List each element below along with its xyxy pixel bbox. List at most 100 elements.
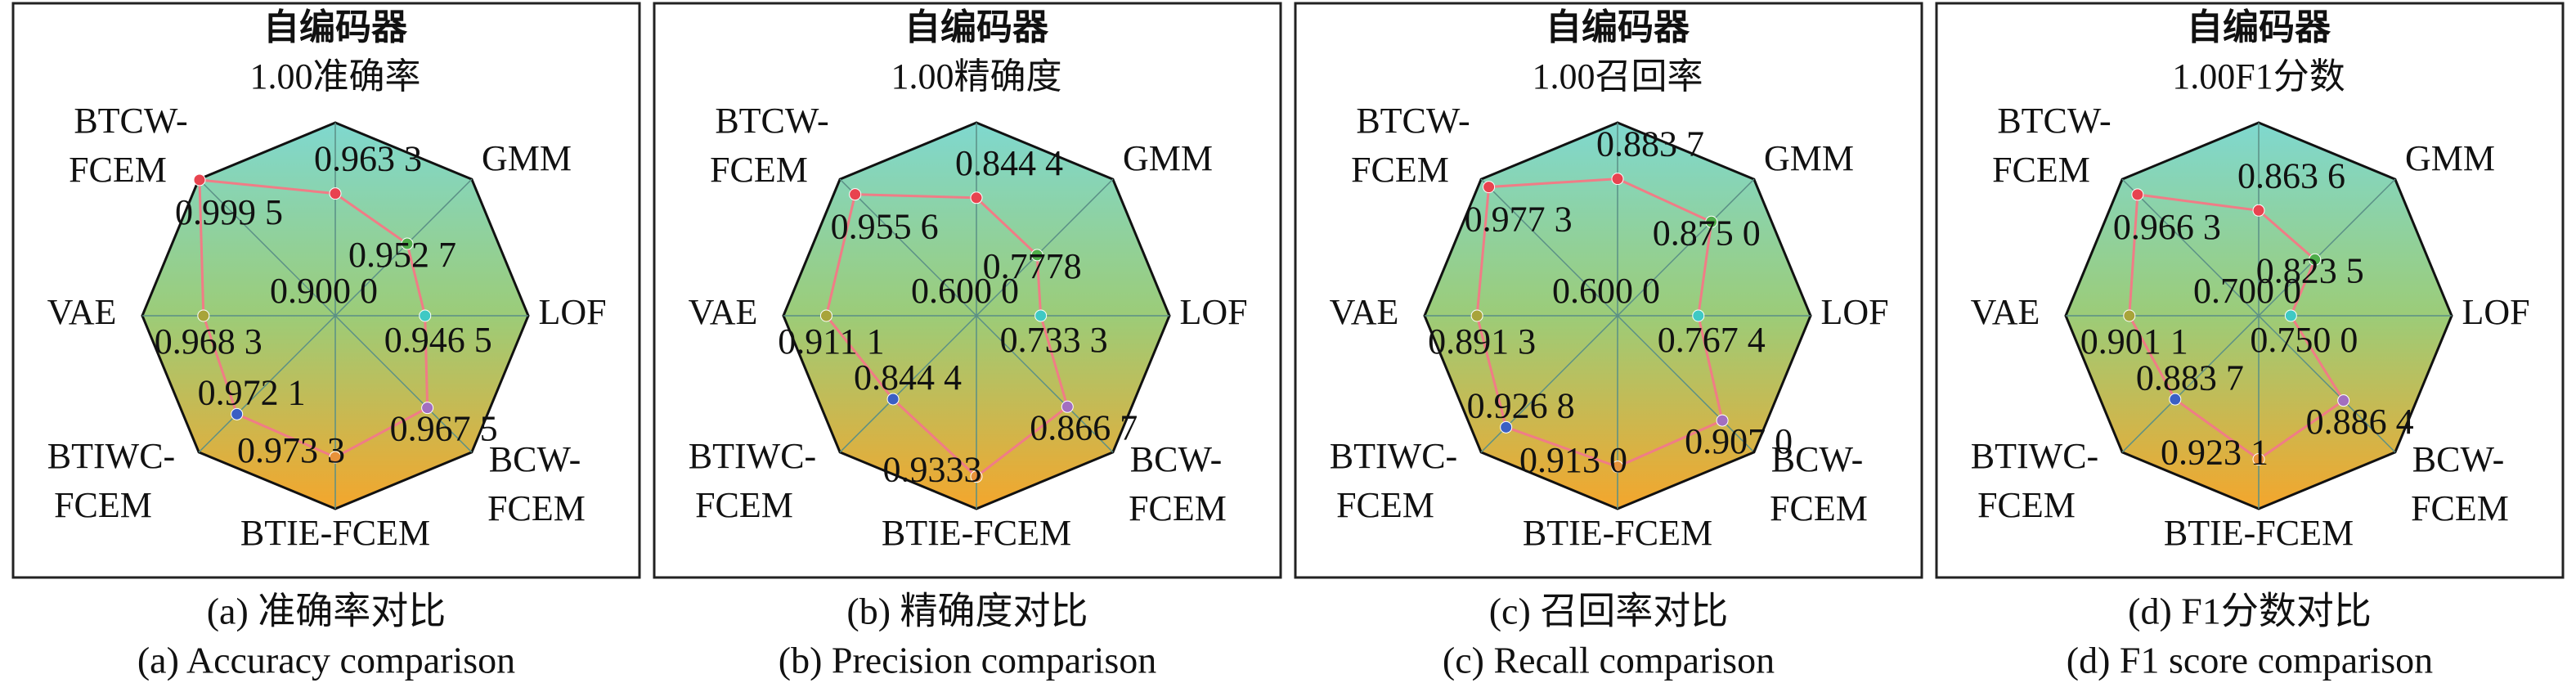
data-point <box>2252 453 2265 466</box>
axis-label: VAE <box>1330 292 1399 332</box>
value-label: 0.891 3 <box>1428 321 1536 362</box>
axis-label: BCW- FCEM <box>1129 439 1227 528</box>
axis-spoke <box>1617 178 1755 317</box>
value-label: 0.844 4 <box>854 357 962 398</box>
axis-label-line: FCEM <box>487 488 586 528</box>
axis-label-line: BCW- <box>489 439 581 479</box>
panel-frame <box>1294 2 1923 579</box>
r-tick-label: 0.600 0 <box>1552 271 1660 311</box>
axis-label: LOF <box>538 292 606 332</box>
axis-spoke <box>976 178 1114 317</box>
axis-label-line: BTCW- <box>74 101 187 141</box>
value-label: 0.875 0 <box>1653 213 1761 253</box>
caption-en: (c) Recall comparison <box>1443 640 1775 681</box>
caption-cn: (c) 召回率对比 <box>1489 591 1729 632</box>
data-point <box>2123 309 2136 322</box>
axis-label: 自编码器 <box>904 7 1049 47</box>
axis-label-line: FCEM <box>1336 485 1434 525</box>
axis-label-line: BCW- <box>1771 439 1863 479</box>
data-point <box>1716 414 1729 427</box>
value-label: 0.911 1 <box>778 321 884 362</box>
value-label: 0.963 3 <box>314 139 422 179</box>
data-point <box>970 191 983 204</box>
data-point <box>197 309 210 322</box>
axis-label: BTCW- FCEM <box>710 101 829 190</box>
axis-spoke <box>198 315 336 453</box>
data-point <box>2309 253 2322 266</box>
data-point <box>819 309 832 322</box>
data-point <box>329 187 342 200</box>
axis-label: GMM <box>1123 138 1213 178</box>
radar-panel: 0.844 4 0.7778 0.733 3 0.866 7 0.9333 0.844 4… <box>653 2 1282 681</box>
value-label: 0.883 7 <box>1596 124 1704 164</box>
axis-label: BTIWC- FCEM <box>47 436 175 525</box>
data-point <box>231 407 244 420</box>
caption-cn: (b) 精确度对比 <box>846 591 1088 632</box>
data-point <box>2131 188 2144 201</box>
axis-label: LOF <box>2462 292 2529 332</box>
data-point <box>849 188 862 201</box>
axis-label: VAE <box>1971 292 2040 332</box>
caption-cn: (a) 准确率对比 <box>207 591 447 632</box>
axis-label: GMM <box>1764 138 1854 178</box>
radar-panel: 0.963 3 0.952 7 0.946 5 0.967 5 0.973 3 0.972… <box>11 2 641 681</box>
r-tick-label: 1.00 <box>1533 56 1595 97</box>
r-tick-label: 1.00 <box>250 56 313 97</box>
axis-label: 自编码器 <box>263 7 408 47</box>
axis-label-line: FCEM <box>54 485 152 525</box>
value-label: 0.913 0 <box>1519 440 1627 480</box>
axis-label: LOF <box>1179 292 1247 332</box>
axis-label-line: FCEM <box>1992 150 2090 190</box>
value-label: 0.767 4 <box>1658 320 1766 360</box>
axis-label: BCW- FCEM <box>487 439 586 528</box>
data-point <box>421 402 434 415</box>
value-label: 0.823 5 <box>2256 250 2364 290</box>
panel-frame <box>11 2 641 579</box>
data-point <box>1030 249 1043 262</box>
axis-label: VAE <box>47 292 117 332</box>
axis-label-line: FCEM <box>69 150 167 190</box>
value-label: 0.923 1 <box>2161 433 2269 473</box>
axis-label: GMM <box>482 138 572 178</box>
axis-label-line: BCW- <box>1130 439 1222 479</box>
axis-label: BTIE-FCEM <box>2164 513 2354 553</box>
value-label: 0.901 1 <box>2080 321 2188 362</box>
metric-name: 准确率 <box>313 56 421 97</box>
data-point <box>2337 394 2350 407</box>
axis-spoke <box>334 315 473 453</box>
metric-name: 精确度 <box>954 56 1062 97</box>
value-label: 0.952 7 <box>348 235 456 275</box>
data-point <box>970 470 983 483</box>
value-label: 0.863 6 <box>2237 155 2345 195</box>
value-label: 0.968 3 <box>155 321 263 362</box>
axis-label-line: FCEM <box>1770 488 1868 528</box>
value-label: 0.866 7 <box>1030 407 1138 447</box>
data-point <box>886 393 900 406</box>
axis-label-line: FCEM <box>1129 488 1227 528</box>
axis-label: LOF <box>1820 292 1888 332</box>
top-label: 1.00精确度 <box>891 56 1062 97</box>
axis-label: BTCW- FCEM <box>69 101 188 190</box>
data-point <box>2169 393 2182 406</box>
value-label: 0.967 5 <box>390 409 498 449</box>
axis-label: VAE <box>689 292 758 332</box>
data-point <box>1061 400 1074 413</box>
axis-spoke <box>1617 315 1755 453</box>
value-label: 0.973 3 <box>237 430 345 470</box>
r-tick-label: 1.00 <box>891 56 954 97</box>
axis-label-line: BCW- <box>2412 439 2504 479</box>
axis-label: BTIE-FCEM <box>882 513 1071 553</box>
top-label: 1.00F1分数 <box>2172 56 2345 97</box>
axis-label: 自编码器 <box>1546 7 1690 47</box>
value-label: 0.966 3 <box>2113 207 2221 247</box>
axis-spoke <box>2258 178 2396 317</box>
axis-label-line: BTCW- <box>715 101 828 141</box>
data-point <box>1692 309 1705 322</box>
value-label: 0.977 3 <box>1465 200 1573 240</box>
axis-label: GMM <box>2405 138 2495 178</box>
radar-panel: 0.883 7 0.875 0 0.767 4 0.907 0 0.913 0 0.926… <box>1294 2 1923 681</box>
value-label: 0.955 6 <box>831 207 939 247</box>
data-point <box>2284 309 2297 322</box>
axis-label: BTIE-FCEM <box>240 513 430 553</box>
value-label: 0.926 8 <box>1467 385 1575 425</box>
